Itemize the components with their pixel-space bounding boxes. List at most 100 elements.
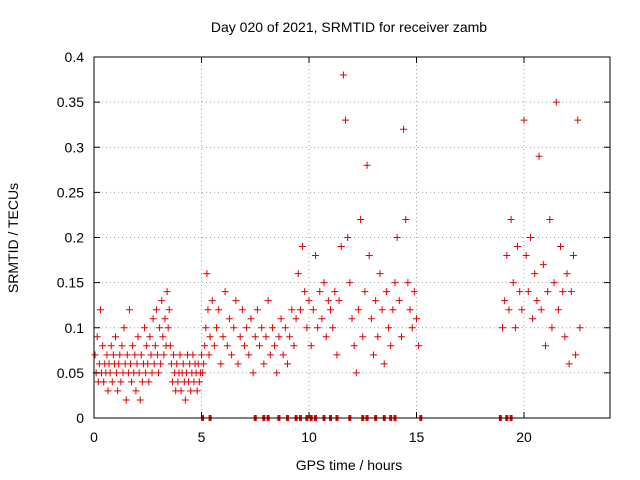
data-point (569, 252, 577, 260)
y-tick-label: 0.1 (65, 320, 85, 336)
data-point (155, 369, 162, 377)
data-point (531, 270, 539, 278)
data-point (397, 333, 405, 341)
data-point (163, 288, 171, 296)
data-point (219, 333, 227, 341)
data-point (241, 342, 248, 350)
data-point (311, 252, 319, 260)
data-point (277, 315, 285, 323)
data-point (393, 234, 401, 241)
data-point (107, 342, 115, 350)
data-point (314, 324, 322, 332)
data-point (281, 324, 289, 332)
data-point (129, 342, 137, 350)
data-point (382, 288, 390, 296)
data-point (535, 152, 543, 160)
data-point (563, 270, 571, 278)
data-point (141, 324, 149, 332)
y-tick-label: 0.05 (57, 365, 84, 381)
data-point (125, 306, 133, 314)
data-point (404, 279, 412, 287)
data-point (559, 288, 567, 296)
data-point (221, 288, 229, 296)
data-point (228, 351, 236, 359)
data-point (133, 360, 141, 368)
data-point (320, 279, 328, 287)
data-point (507, 215, 515, 223)
data-point (544, 288, 552, 296)
data-point (174, 378, 182, 386)
y-tick-label: 0.15 (57, 275, 84, 291)
data-point (557, 243, 565, 251)
data-point (136, 396, 144, 404)
data-point (565, 360, 573, 368)
data-point (177, 387, 185, 395)
data-point (548, 324, 556, 332)
data-points (91, 71, 584, 404)
data-point (290, 342, 298, 350)
data-point (176, 351, 184, 359)
data-point (318, 315, 326, 323)
data-point (96, 306, 104, 314)
data-point (142, 369, 150, 377)
data-point (262, 333, 270, 341)
data-point (550, 279, 558, 287)
data-point (518, 306, 526, 314)
data-point (203, 270, 211, 278)
data-point (116, 351, 124, 359)
x-tick-label: 10 (301, 429, 317, 445)
data-point (352, 369, 360, 377)
data-point (539, 261, 547, 269)
data-point (123, 351, 131, 359)
data-point (380, 360, 388, 368)
data-point (342, 116, 350, 124)
data-point (198, 351, 205, 359)
data-point (292, 315, 300, 323)
data-point (108, 378, 116, 386)
data-point (299, 243, 307, 251)
data-point (253, 306, 261, 314)
data-point (204, 306, 212, 314)
y-tick-label: 0.25 (57, 184, 84, 200)
data-point (286, 333, 294, 341)
data-point (236, 333, 244, 341)
data-point (572, 351, 580, 359)
data-point (370, 351, 377, 359)
data-point (173, 360, 181, 368)
data-point (160, 351, 168, 359)
data-point (361, 288, 369, 296)
data-point (258, 324, 266, 332)
data-point (365, 252, 373, 260)
data-point (552, 98, 560, 106)
data-point (187, 387, 195, 395)
data-point (339, 71, 347, 79)
data-point (526, 234, 534, 241)
data-point (346, 279, 354, 287)
chart-title: Day 020 of 2021, SRMTID for receiver zam… (211, 19, 487, 35)
data-point (554, 306, 562, 314)
data-point (389, 306, 397, 314)
data-point (208, 297, 216, 305)
data-point (406, 306, 414, 314)
data-point (215, 306, 223, 314)
data-point (161, 315, 169, 323)
data-point (179, 360, 187, 368)
data-point (348, 315, 356, 323)
data-point (324, 297, 332, 305)
data-point (305, 297, 313, 305)
data-point (413, 315, 420, 323)
data-point (223, 342, 231, 350)
data-point (327, 306, 334, 314)
data-point (374, 333, 382, 341)
data-point (120, 324, 128, 332)
data-point (520, 116, 528, 124)
data-point (193, 387, 201, 395)
data-point (359, 333, 367, 341)
data-point (354, 306, 362, 314)
data-point (273, 369, 281, 377)
data-point (501, 297, 509, 305)
data-point (301, 288, 309, 296)
data-point (113, 369, 121, 377)
x-tick-label: 20 (516, 429, 532, 445)
data-point (122, 396, 130, 404)
